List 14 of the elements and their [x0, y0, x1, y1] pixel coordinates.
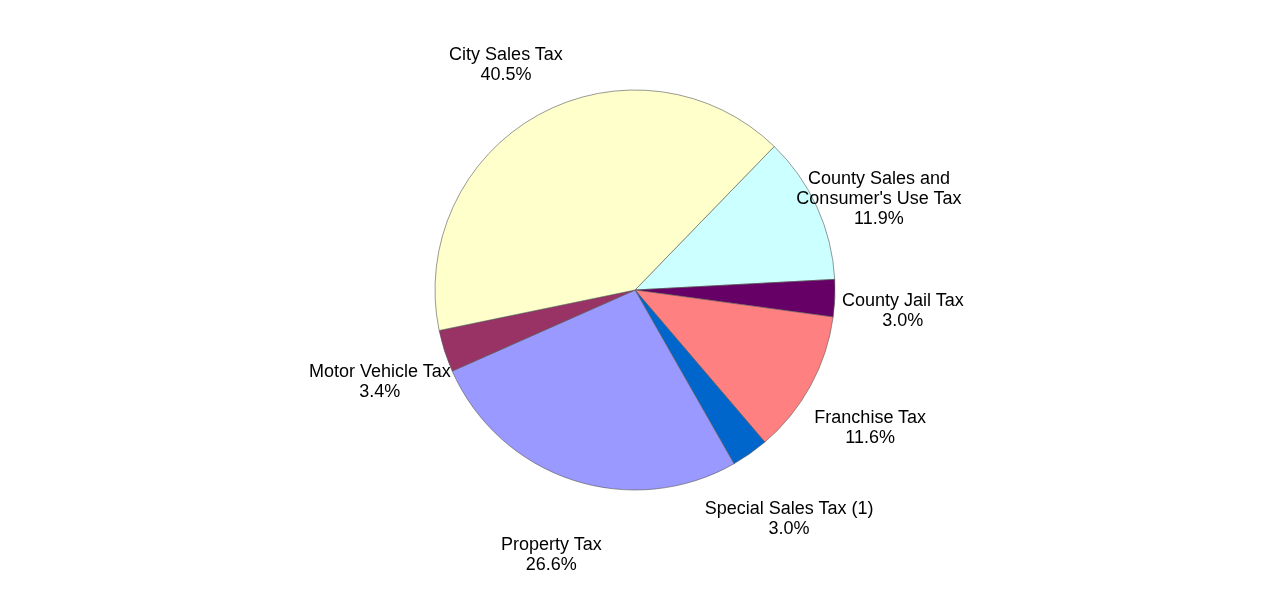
slice-label: Franchise Tax — [814, 407, 927, 428]
slice-label: Motor Vehicle Tax — [308, 360, 451, 381]
slice-label: City Sales Tax — [449, 44, 563, 65]
slice-label: County Sales and Consumer's Use Tax — [796, 168, 962, 209]
slice-label: County Jail Tax — [841, 290, 964, 311]
slice-label: Property Tax — [500, 533, 602, 554]
slice-label: Special Sales Tax (1) — [704, 498, 874, 519]
data-label: 11.9% — [854, 208, 904, 229]
data-label: 26.6% — [525, 553, 577, 574]
data-label: 11.6% — [845, 427, 896, 448]
data-label: 3.4% — [359, 380, 401, 401]
data-label: 40.5% — [480, 64, 532, 85]
data-label: 3.0% — [768, 518, 810, 539]
data-label: 3.0% — [882, 310, 924, 331]
